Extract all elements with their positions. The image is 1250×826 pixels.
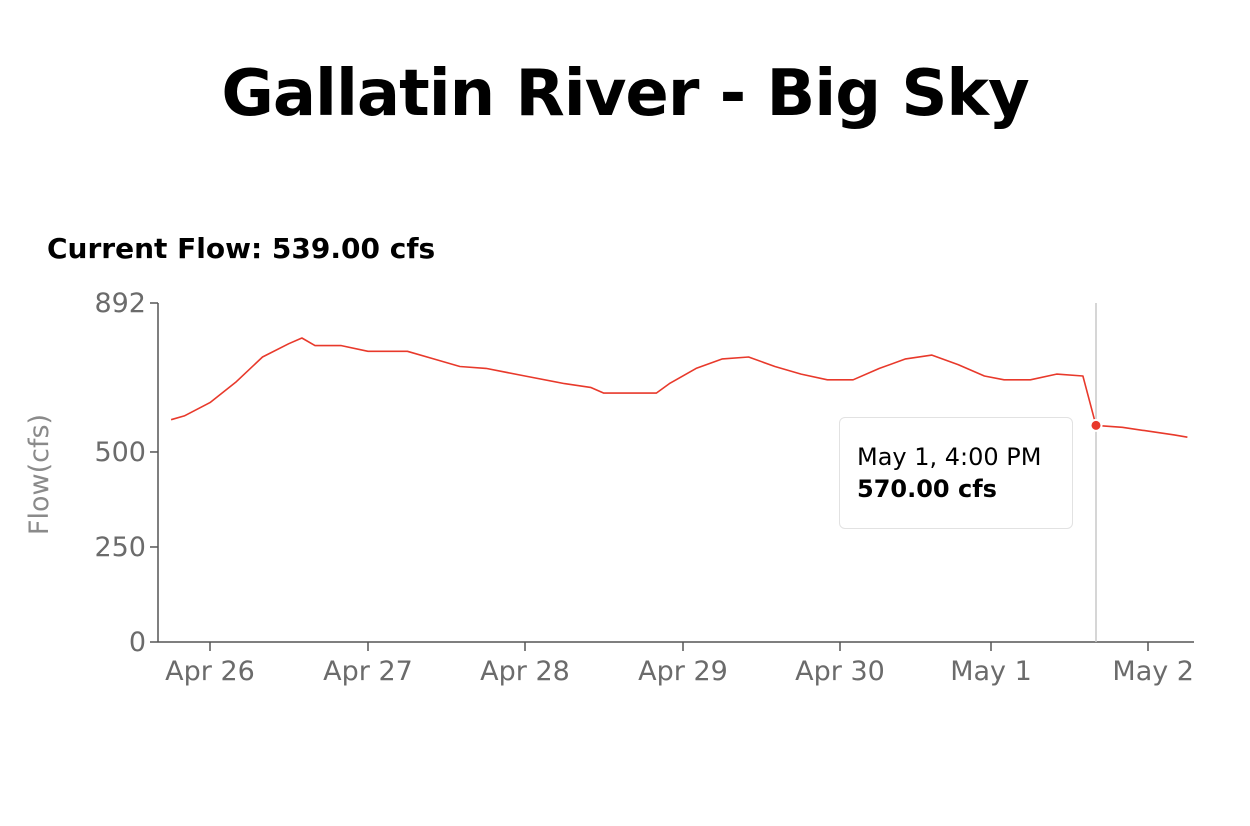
y-axis: 0 250 500 892: [94, 288, 159, 658]
flow-series-line: [170, 337, 1188, 438]
x-axis: Apr 26 Apr 27 Apr 28 Apr 29 Apr 30 May 1 May 2: [158, 641, 1194, 687]
x-tick-label: Apr 26: [165, 656, 255, 687]
y-tick-label: 500: [94, 437, 146, 468]
x-tick-label: Apr 28: [480, 656, 570, 687]
y-tick-label: 892: [94, 288, 146, 319]
tooltip-value: 570.00 cfs: [857, 475, 997, 503]
x-tick-label: Apr 27: [323, 656, 413, 687]
y-tick-label: 250: [94, 532, 146, 563]
page-title: Gallatin River - Big Sky: [221, 57, 1029, 131]
y-tick-label: 0: [129, 627, 146, 658]
hover-tooltip: May 1, 4:00 PM 570.00 cfs: [839, 417, 1073, 529]
y-axis-title: Flow(cfs): [24, 414, 55, 535]
x-tick-label: May 2: [1112, 656, 1194, 687]
tooltip-time: May 1, 4:00 PM: [857, 443, 1042, 471]
current-flow-label: Current Flow: 539.00 cfs: [47, 232, 436, 265]
x-tick-label: May 1: [950, 656, 1032, 687]
x-tick-label: Apr 29: [638, 656, 728, 687]
hover-point[interactable]: [1089, 418, 1103, 432]
x-tick-label: Apr 30: [795, 656, 885, 687]
